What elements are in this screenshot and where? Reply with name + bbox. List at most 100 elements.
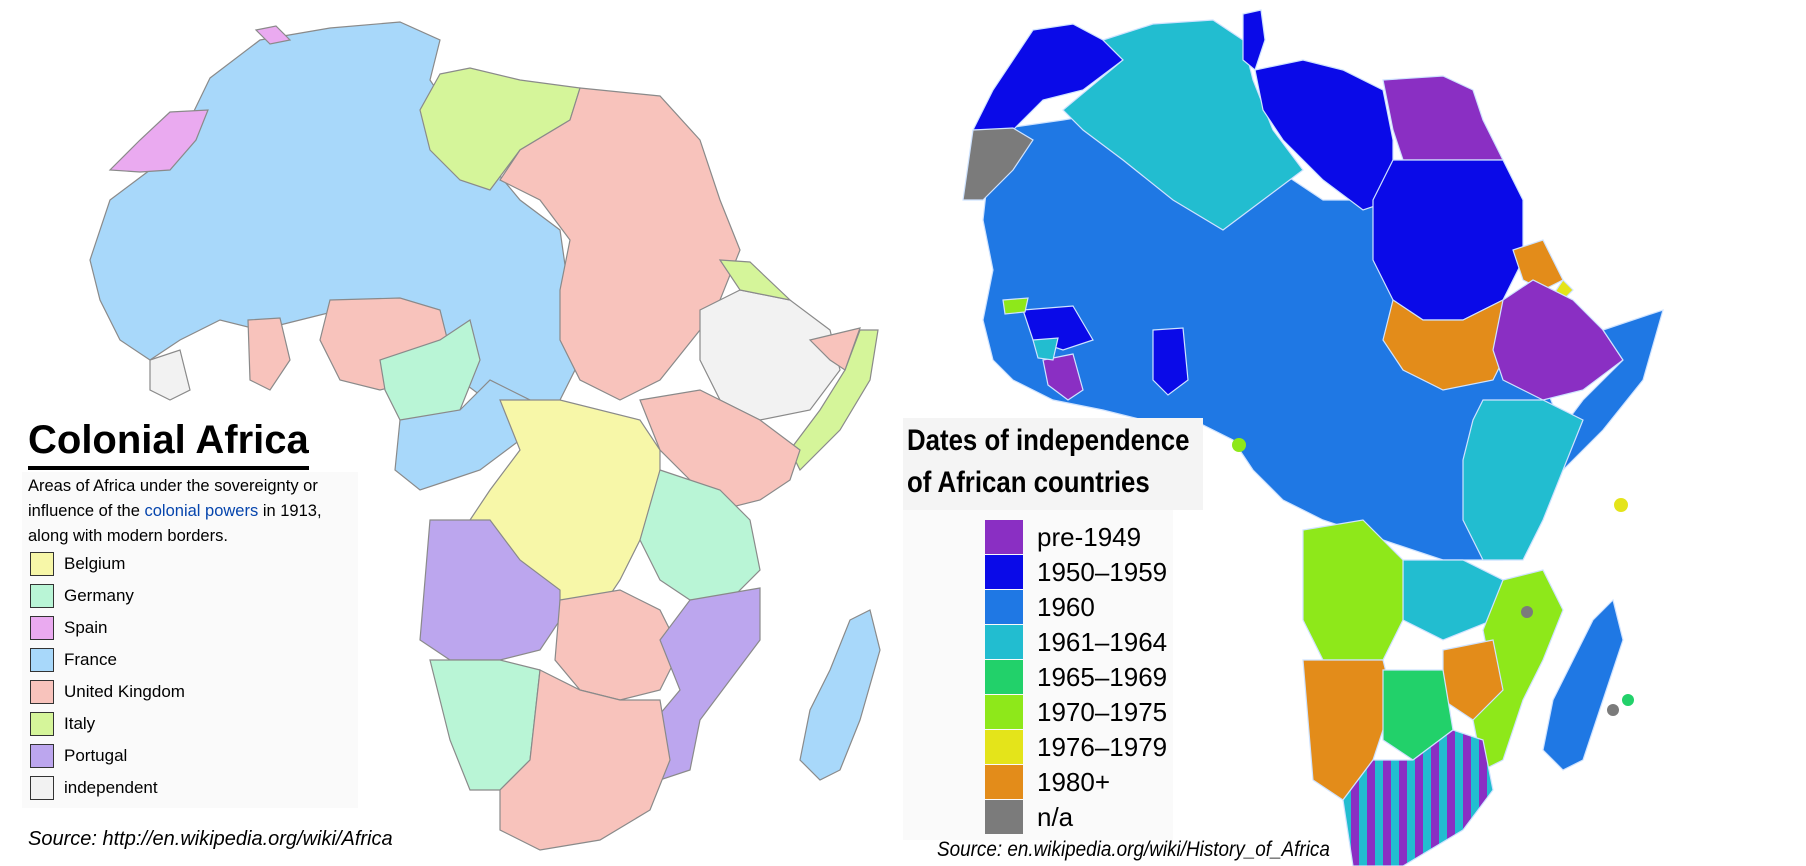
legend-label: Spain <box>64 618 108 637</box>
legend-item-1976-1979: 1976–1979 <box>985 730 1167 764</box>
legend-swatch <box>30 648 54 672</box>
region-french-madagascar <box>799 609 881 781</box>
legend-item-spain: Spain <box>30 614 107 642</box>
legend-label: United Kingdom <box>64 682 185 701</box>
legend-label: Portugal <box>64 746 128 765</box>
legend-label: pre-1949 <box>1037 521 1142 552</box>
region-spanish-morocco <box>254 25 292 45</box>
right-legend-background <box>903 510 1173 840</box>
right-title-line2: of African countries <box>907 466 1150 499</box>
legend-swatch <box>985 800 1023 834</box>
legend-item-belgium: Belgium <box>30 550 125 578</box>
right-title-background <box>903 418 1203 510</box>
legend-item-1960: 1960 <box>985 590 1095 624</box>
legend-swatch <box>985 625 1023 659</box>
legend-item-1965-1969: 1965–1969 <box>985 660 1167 694</box>
legend-item-italy: Italy <box>30 710 95 738</box>
region-1950s-sudan <box>1372 159 1524 321</box>
region-pre1949-ethiopia <box>1492 279 1624 401</box>
region-1970s-angola <box>1302 519 1404 661</box>
legend-item-france: France <box>30 646 117 674</box>
region-british-egypt-sudan <box>499 87 741 401</box>
description-text-end: in 1913, along with modern borders. <box>28 502 322 545</box>
region-portuguese-mozambique <box>654 587 761 781</box>
legend-item-1980-plus: 1980+ <box>985 765 1110 799</box>
region-1960s-east-africa <box>1462 399 1584 561</box>
legend-swatch <box>30 680 54 704</box>
legend-label: 1961–1964 <box>1037 626 1168 657</box>
right-map-title: Dates of independence of African countri… <box>907 420 1189 504</box>
left-map-source: Source: http://en.wikipedia.org/wiki/Afr… <box>28 828 393 850</box>
legend-swatch <box>985 660 1023 694</box>
legend-item-pre-1949: pre-1949 <box>985 520 1141 554</box>
legend-item-na: n/a <box>985 800 1073 834</box>
region-1960s-algeria <box>1062 19 1304 231</box>
legend-swatch <box>985 590 1023 624</box>
legend-label: 1960 <box>1037 591 1095 622</box>
legend-item-1970-1975: 1970–1975 <box>985 695 1167 729</box>
region-na-western-sahara <box>962 127 1034 201</box>
region-spanish-sahara <box>108 109 209 173</box>
legend-swatch <box>30 712 54 736</box>
legend-item-1961-1964: 1961–1964 <box>985 625 1167 659</box>
legend-label: independent <box>64 778 158 797</box>
legend-swatch <box>985 695 1023 729</box>
region-south-africa-striped <box>1342 729 1494 866</box>
region-1950s-morocco <box>972 23 1124 131</box>
region-british-rhodesia <box>554 589 681 701</box>
region-british-east-africa <box>639 389 801 511</box>
island-reunion <box>1607 704 1619 716</box>
colonial-powers-link[interactable]: colonial powers <box>144 502 259 520</box>
legend-item-independent: independent <box>30 774 158 802</box>
region-british-somaliland <box>808 327 861 371</box>
description-text-start: Areas of Africa under the sovereignty or… <box>28 477 318 520</box>
legend-label: 1950–1959 <box>1037 556 1168 587</box>
legend-label: 1970–1975 <box>1037 696 1168 727</box>
legend-swatch <box>985 765 1023 799</box>
region-1950s-tunisia <box>1242 9 1266 72</box>
legend-label: France <box>64 650 117 669</box>
right-title-line1: Dates of independence <box>907 424 1190 457</box>
right-map-source: Source: en.wikipedia.org/wiki/History_of… <box>937 838 1330 861</box>
independence-dates-map <box>962 9 1664 866</box>
legend-label: 1965–1969 <box>1037 661 1168 692</box>
legend-label: Italy <box>64 714 96 733</box>
legend-swatch <box>985 520 1023 554</box>
region-1960-madagascar <box>1542 598 1624 771</box>
colonial-africa-map <box>89 21 881 851</box>
legend-item-portugal: Portugal <box>30 742 127 770</box>
region-pre1949-liberia <box>1042 353 1084 401</box>
region-1970s-guinea-bissau <box>1002 297 1029 315</box>
region-british-south-africa <box>499 669 671 851</box>
legend-label: Belgium <box>64 554 126 573</box>
colonial-africa-panel: Colonial Africa Areas of Africa under th… <box>22 21 881 851</box>
region-italian-somalia <box>789 329 879 472</box>
island-mauritius <box>1622 694 1634 706</box>
legend-item-1950-1959: 1950–1959 <box>985 555 1167 589</box>
island-mayotte <box>1521 606 1533 618</box>
region-1960s-sierra-leone <box>1032 337 1059 361</box>
region-portuguese-angola <box>419 519 561 661</box>
island-comoros <box>1504 592 1516 604</box>
legend-swatch <box>30 552 54 576</box>
left-legend-background <box>22 472 358 808</box>
legend-swatch <box>985 730 1023 764</box>
legend-label: n/a <box>1037 801 1074 832</box>
legend-swatch <box>30 744 54 768</box>
legend-swatch <box>30 584 54 608</box>
region-1980plus-eritrea <box>1512 239 1564 291</box>
independence-dates-panel: Dates of independence of African countri… <box>903 0 1806 866</box>
island-seychelles <box>1614 498 1628 512</box>
left-map-title: Colonial Africa <box>28 416 309 470</box>
legend-label: 1980+ <box>1037 766 1111 797</box>
legend-swatch <box>30 776 54 800</box>
region-1950s-ghana <box>1152 327 1189 396</box>
region-british-gold-coast <box>247 317 291 391</box>
legend-item-germany: Germany <box>30 582 134 610</box>
left-map-description: Areas of Africa under the sovereignty or… <box>28 474 358 549</box>
legend-label: 1976–1979 <box>1037 731 1168 762</box>
region-pre1949-egypt <box>1382 75 1504 161</box>
region-independent-liberia <box>149 349 191 401</box>
region-italian-eritrea <box>718 259 792 301</box>
island-sao-tome <box>1232 438 1246 452</box>
